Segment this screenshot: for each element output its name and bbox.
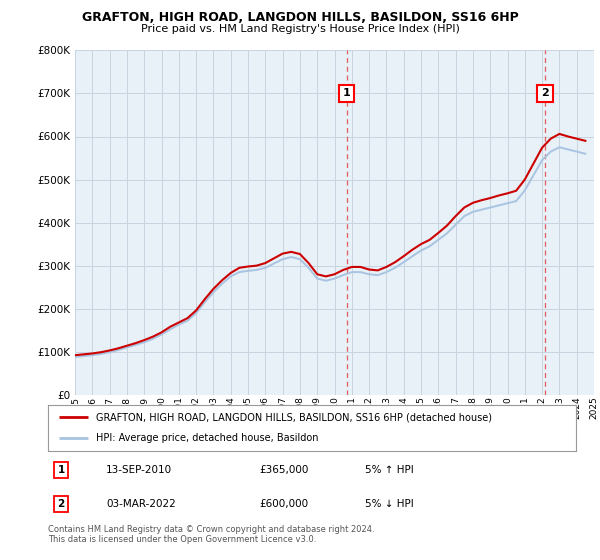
Text: £600,000: £600,000 bbox=[259, 499, 308, 509]
Text: GRAFTON, HIGH ROAD, LANGDON HILLS, BASILDON, SS16 6HP (detached house): GRAFTON, HIGH ROAD, LANGDON HILLS, BASIL… bbox=[95, 412, 491, 422]
Text: 5% ↑ HPI: 5% ↑ HPI bbox=[365, 465, 413, 475]
Text: Contains HM Land Registry data © Crown copyright and database right 2024.
This d: Contains HM Land Registry data © Crown c… bbox=[48, 525, 374, 544]
Text: Price paid vs. HM Land Registry's House Price Index (HPI): Price paid vs. HM Land Registry's House … bbox=[140, 24, 460, 34]
Text: 03-MAR-2022: 03-MAR-2022 bbox=[106, 499, 176, 509]
Text: 2: 2 bbox=[541, 88, 549, 99]
Text: 2: 2 bbox=[58, 499, 65, 509]
Text: GRAFTON, HIGH ROAD, LANGDON HILLS, BASILDON, SS16 6HP: GRAFTON, HIGH ROAD, LANGDON HILLS, BASIL… bbox=[82, 11, 518, 24]
Text: 1: 1 bbox=[343, 88, 350, 99]
Text: 1: 1 bbox=[58, 465, 65, 475]
Text: £365,000: £365,000 bbox=[259, 465, 308, 475]
Text: 5% ↓ HPI: 5% ↓ HPI bbox=[365, 499, 413, 509]
Text: HPI: Average price, detached house, Basildon: HPI: Average price, detached house, Basi… bbox=[95, 433, 318, 444]
Text: 13-SEP-2010: 13-SEP-2010 bbox=[106, 465, 172, 475]
